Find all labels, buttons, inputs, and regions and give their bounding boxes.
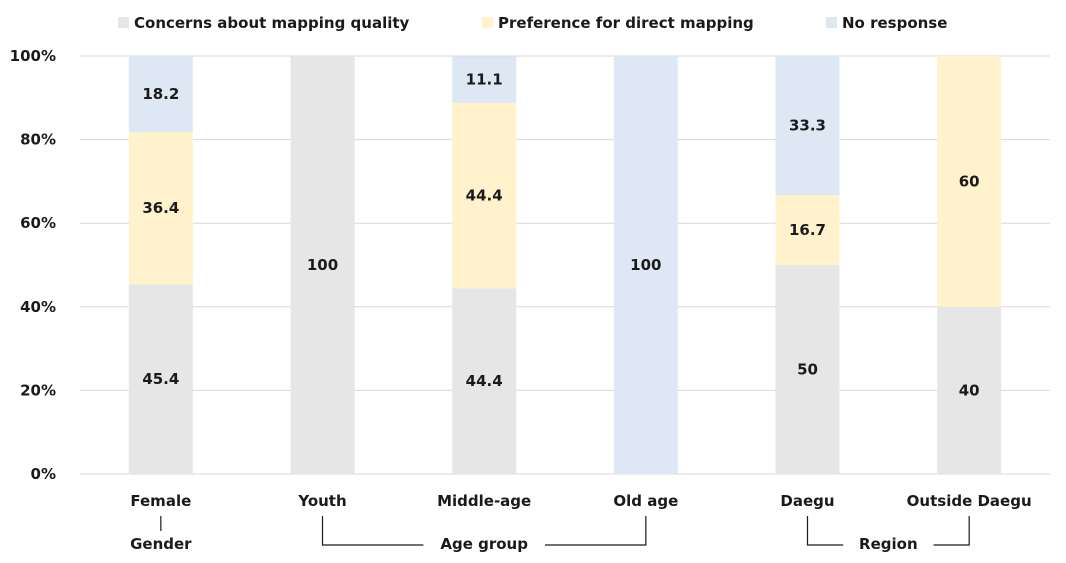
bar-segment [775,265,840,474]
x-tick-label: Daegu [780,492,834,510]
y-tick-label: 20% [20,381,56,399]
data-label: 40 [959,381,980,399]
legend-label: No response [842,14,947,32]
bars: 45.4 36.4 18.2 100 44.4 44.4 11.1 100 50 16.7 33.3… [128,56,1002,474]
y-tick-label: 80% [20,131,56,149]
data-label: 33.3 [789,117,826,135]
y-tick-label: 100% [10,47,56,65]
data-label: 100 [630,256,661,274]
legend-label: Concerns about mapping quality [134,14,410,32]
group-label: Gender [130,535,192,553]
data-label: 36.4 [142,199,179,217]
bar-segment [613,56,678,474]
bar-segment [775,56,840,196]
group-bracket [321,516,424,546]
x-tick-label: Middle-age [437,492,531,510]
data-label: 50 [797,361,818,379]
data-label: 18.2 [142,85,179,103]
data-label: 44.4 [466,372,503,390]
legend-swatch [118,17,129,28]
bar-segment [452,288,517,474]
bar-segment [452,102,517,289]
data-label: 44.4 [466,187,503,205]
legend: Concerns about mapping quality Preference… [118,14,947,32]
group-bracket [806,516,844,546]
legend-swatch [482,17,493,28]
group-label: Region [859,535,918,553]
bar-segment [452,56,517,103]
y-axis: 0% 20% 40% 60% 80% 100% [10,47,56,483]
bar-segment [290,56,355,474]
data-label: 11.1 [466,71,503,89]
group-bracket [933,516,970,546]
y-tick-label: 0% [31,465,56,483]
group-bracket [544,516,647,546]
x-axis: Female Youth Middle-age Old age Daegu Outside… [130,492,1031,510]
bar-segment [128,284,193,474]
bar-segment [775,195,840,265]
bar-segment [128,132,193,285]
legend-swatch [826,17,837,28]
bar-segment [937,306,1002,474]
data-label: 45.4 [142,370,179,388]
bar-segment [937,56,1002,307]
data-label: 100 [307,256,338,274]
y-tick-label: 60% [20,214,56,232]
x-tick-label: Female [130,492,191,510]
data-label: 16.7 [789,221,826,239]
category-groups: Gender Age group Region [130,516,970,553]
x-tick-label: Old age [613,492,678,510]
data-label: 60 [959,172,980,190]
gridlines [80,55,1050,475]
group-label: Age group [440,535,528,553]
x-tick-label: Youth [297,492,346,510]
bar-segment [128,56,193,133]
legend-label: Preference for direct mapping [498,14,754,32]
y-tick-label: 40% [20,298,56,316]
x-tick-label: Outside Daegu [907,492,1032,510]
